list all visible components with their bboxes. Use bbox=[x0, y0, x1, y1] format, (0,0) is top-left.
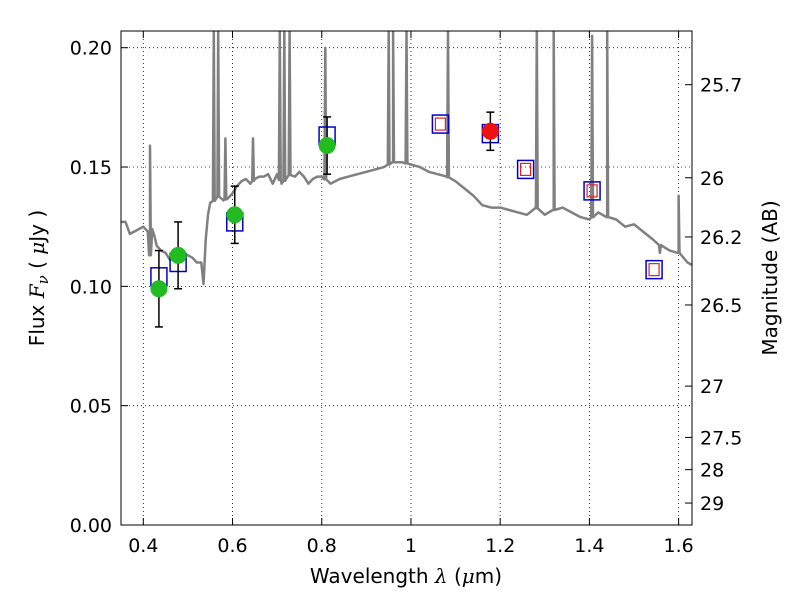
spectrum-layer bbox=[121, 31, 692, 286]
model-flux-square bbox=[583, 181, 601, 201]
x-tick-label: 0.6 bbox=[217, 535, 247, 557]
y-tick-label: 0.00 bbox=[70, 515, 112, 537]
marker-layer bbox=[150, 111, 663, 328]
x-axis-label: Wavelength λ (μm) bbox=[310, 564, 502, 588]
y-tick-label: 0.15 bbox=[70, 157, 112, 179]
y2-tick-label: 26.2 bbox=[700, 227, 742, 249]
observed-limit-square bbox=[586, 184, 598, 198]
x-tick-label: 0.4 bbox=[128, 535, 158, 557]
x-tick-label: 1.6 bbox=[664, 535, 694, 557]
y2-tick-label: 28 bbox=[700, 460, 724, 482]
x-tick-label: 1.4 bbox=[574, 535, 604, 557]
x-tick-label: 0.8 bbox=[307, 535, 337, 557]
template-spectrum-line bbox=[121, 31, 692, 286]
x-tick-label: 1.2 bbox=[485, 535, 515, 557]
y-tick-label: 0.05 bbox=[70, 396, 112, 418]
model-flux-square bbox=[516, 159, 535, 180]
y2-tick-label: 27.5 bbox=[700, 427, 742, 449]
model-flux-square bbox=[431, 114, 450, 134]
y2-tick-label: 27 bbox=[700, 376, 724, 398]
model-flux-square bbox=[645, 259, 663, 280]
observed-flux-point bbox=[226, 206, 244, 224]
observed-limit-square bbox=[648, 263, 660, 277]
y2-tick-label: 29 bbox=[700, 493, 724, 515]
y2-axis-label: Magnitude (AB) bbox=[758, 200, 782, 355]
observed-flux-point bbox=[150, 280, 168, 298]
highlight-flux-point bbox=[481, 122, 499, 140]
observed-limit-square bbox=[520, 162, 532, 177]
y2-tick-label: 25.7 bbox=[700, 75, 742, 97]
ticks: 0.4 0.6 0.8 1 1.2 1.4 1.6 0.00 0.05 0.10 0.15 0.20 2… bbox=[70, 31, 742, 557]
observed-limit-square bbox=[434, 117, 447, 131]
observed-flux-point bbox=[169, 246, 187, 264]
y2-tick-label: 26 bbox=[700, 168, 724, 190]
x-tick-label: 1 bbox=[405, 535, 417, 557]
plot-frame bbox=[120, 30, 693, 526]
y-tick-label: 0.10 bbox=[70, 276, 112, 298]
y2-tick-label: 26.5 bbox=[700, 295, 742, 317]
y-tick-label: 0.20 bbox=[70, 38, 112, 60]
observed-flux-point bbox=[318, 137, 336, 155]
y-axis-label: Flux Fν ( μJy ) bbox=[25, 210, 52, 346]
